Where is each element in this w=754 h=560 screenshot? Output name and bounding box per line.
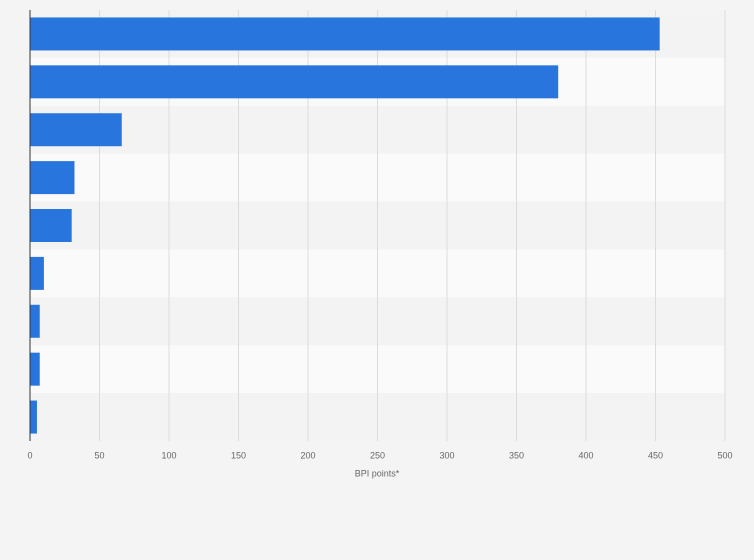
x-tick-label: 100 — [161, 450, 176, 460]
bar — [30, 161, 75, 195]
x-tick-label: 50 — [94, 450, 104, 460]
x-tick-label: 500 — [717, 450, 732, 460]
x-axis-label: BPI points* — [355, 468, 400, 478]
x-tick-label: 250 — [370, 450, 385, 460]
bar — [30, 256, 44, 290]
x-tick-label: 200 — [300, 450, 315, 460]
bar — [30, 65, 559, 99]
bar — [30, 209, 72, 242]
bar — [30, 352, 40, 386]
x-tick-label: 450 — [648, 450, 663, 460]
x-tick-label: 300 — [439, 450, 454, 460]
bar — [30, 113, 122, 147]
x-tick-label: 350 — [509, 450, 524, 460]
x-tick-label: 150 — [231, 450, 246, 460]
bar — [30, 17, 660, 51]
bar — [30, 400, 37, 434]
x-tick-label: 0 — [27, 450, 32, 460]
bar — [30, 304, 40, 338]
x-tick-label: 400 — [578, 450, 593, 460]
